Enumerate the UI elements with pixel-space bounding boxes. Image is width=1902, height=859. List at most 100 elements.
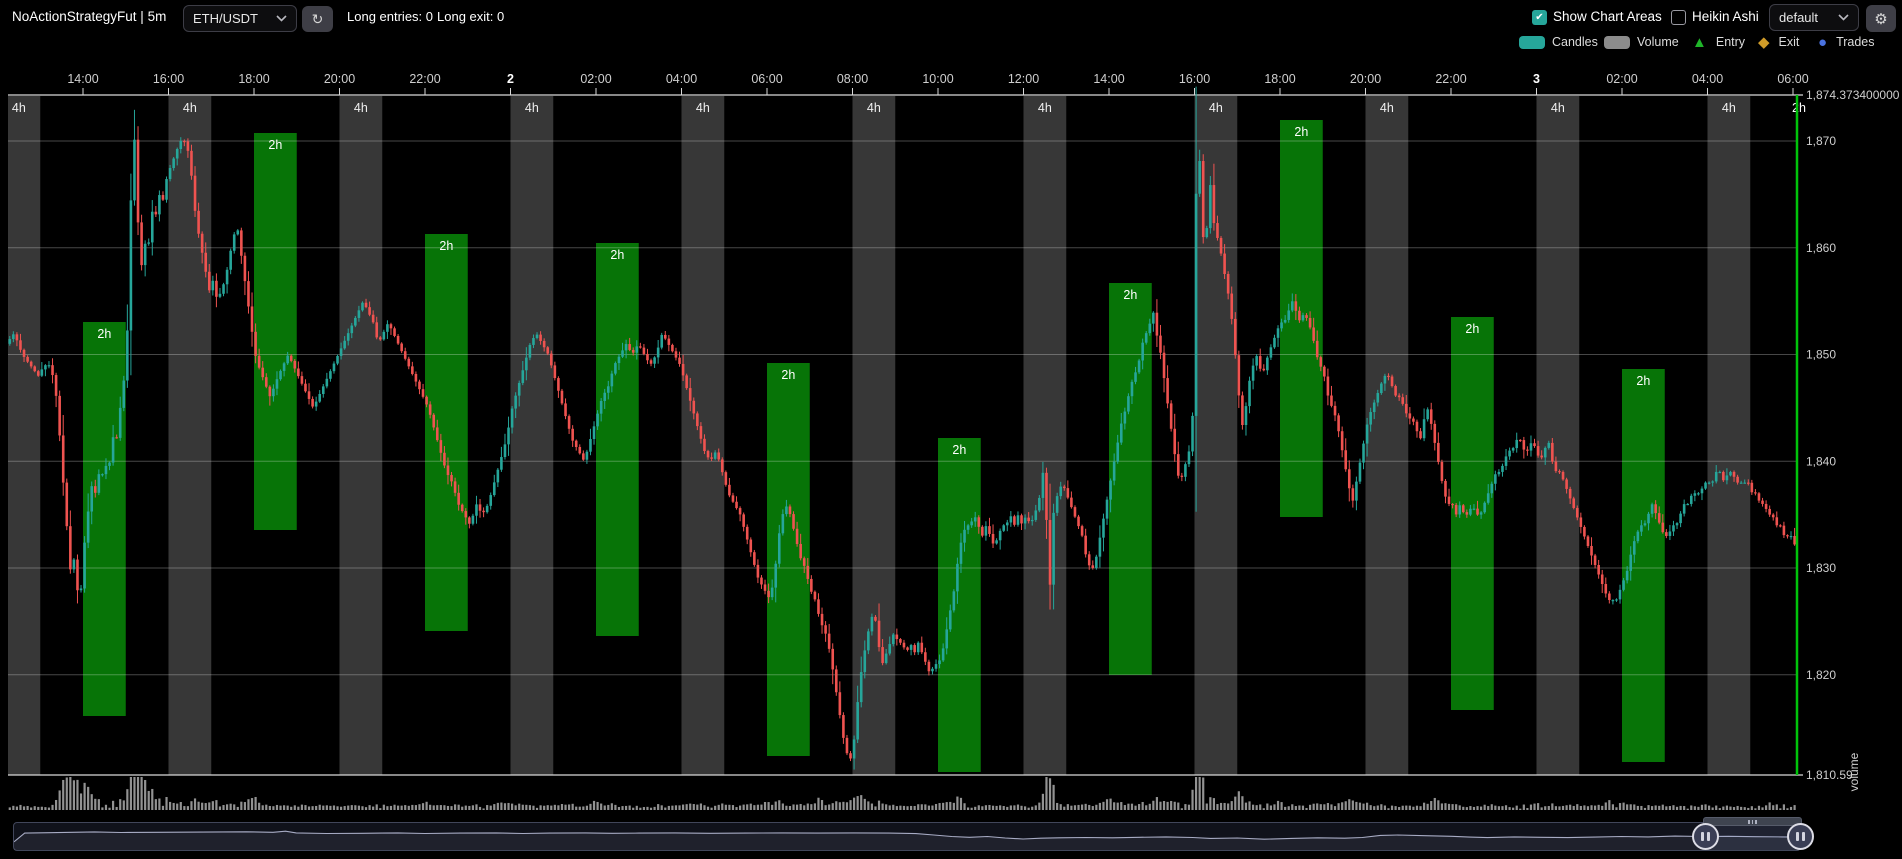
x-axis-tick-label: 20:00	[1350, 72, 1381, 86]
svg-text:4h: 4h	[1038, 101, 1052, 115]
svg-text:4h: 4h	[183, 101, 197, 115]
heikin-ashi-checkbox[interactable]	[1671, 10, 1686, 25]
y-axis-top-label: 1,874.373400000	[1806, 88, 1900, 102]
svg-text:4h: 4h	[696, 101, 710, 115]
show-chart-areas-checkbox[interactable]: ✔	[1532, 10, 1547, 25]
x-axis-tick-label: 08:00	[837, 72, 868, 86]
candles-swatch-icon	[1519, 35, 1545, 49]
range-slider-left-handle[interactable]	[1691, 823, 1719, 850]
plot-config-value: default	[1779, 10, 1819, 25]
candles-layer	[8, 86, 1796, 770]
edge-band-label: 2h	[1792, 101, 1806, 115]
x-axis-tick-label: 02:00	[1606, 72, 1637, 86]
x-axis-tick-label: 06:00	[751, 72, 782, 86]
y-axis-tick-label: 1,870	[1806, 134, 1836, 148]
svg-text:4h: 4h	[12, 101, 26, 115]
chevron-down-icon	[276, 15, 287, 22]
x-axis-tick-label: 04:00	[666, 72, 697, 86]
chart-canvas: 4h 4h 4h 4h 4h 4h 4h 4h 4h 4h 4h 2h 2h 2h 2h 2h 2h 2h 2h 2h…	[8, 72, 1900, 810]
gridlines	[8, 140, 1797, 676]
chart-legend: Candles Volume ▲ Entry ◆ Exit ● Trades	[0, 33, 1902, 51]
range-slider-sparkline	[14, 830, 1800, 850]
legend-label: Entry	[1715, 35, 1746, 49]
price-chart[interactable]: 4h 4h 4h 4h 4h 4h 4h 4h 4h 4h 4h 2h 2h 2h 2h 2h 2h 2h 2h 2h…	[0, 50, 1902, 815]
range-slider-selection[interactable]	[1705, 823, 1800, 850]
svg-text:4h: 4h	[525, 101, 539, 115]
pair-select[interactable]: ETH/USDT	[183, 5, 297, 32]
svg-text:2h: 2h	[952, 443, 966, 457]
legend-item-volume[interactable]: Volume	[1604, 33, 1679, 51]
x-axis-tick-label: 14:00	[1093, 72, 1124, 86]
svg-text:2h: 2h	[1636, 374, 1650, 388]
x-axis-tick-label: 2	[507, 72, 514, 86]
refresh-icon: ↻	[311, 10, 324, 27]
x-axis-tick-label: 22:00	[1435, 72, 1466, 86]
legend-label: Volume	[1637, 35, 1679, 49]
legend-label: Trades	[1836, 35, 1875, 49]
heikin-ashi-label[interactable]: Heikin Ashi	[1692, 9, 1759, 24]
settings-button[interactable]: ⚙	[1866, 5, 1896, 32]
svg-text:2h: 2h	[1294, 125, 1308, 139]
svg-text:2h: 2h	[1123, 288, 1137, 302]
range-slider-right-handle[interactable]	[1786, 823, 1814, 850]
toolbar: NoActionStrategyFut | 5m ETH/USDT ↻ Long…	[0, 0, 1902, 33]
svg-text:4h: 4h	[1722, 101, 1736, 115]
gear-icon: ⚙	[1874, 10, 1888, 28]
strategy-title: NoActionStrategyFut | 5m	[12, 9, 167, 24]
y-axis: 1,874.373400000 1,870 1,860 1,850 1,840 1,830…	[1806, 88, 1900, 791]
timeframe-bands-4h: 4h 4h 4h 4h 4h 4h 4h 4h 4h 4h 4h	[8, 96, 1751, 775]
volume-swatch-icon	[1604, 35, 1630, 49]
x-axis-tick-label: 3	[1533, 72, 1540, 86]
checkmark-icon: ✔	[1535, 11, 1544, 23]
circle-icon: ●	[1818, 33, 1828, 51]
volume-axis-title: volume	[1847, 752, 1861, 791]
legend-item-trades[interactable]: ● Trades	[1818, 33, 1875, 51]
svg-text:4h: 4h	[867, 101, 881, 115]
svg-text:2h: 2h	[610, 248, 624, 262]
range-slider-grip[interactable]	[1703, 817, 1802, 826]
x-axis-tick-label: 12:00	[1008, 72, 1039, 86]
y-axis-tick-label: 1,840	[1806, 454, 1836, 468]
y-axis-tick-label: 1,820	[1806, 668, 1836, 682]
legend-label: Candles	[1552, 35, 1598, 49]
svg-text:4h: 4h	[1380, 101, 1394, 115]
y-axis-bottom-label: 1,810.59	[1806, 768, 1853, 782]
triangle-icon: ▲	[1692, 33, 1707, 51]
show-chart-areas-label[interactable]: Show Chart Areas	[1553, 9, 1662, 24]
x-axis-tick-label: 02:00	[580, 72, 611, 86]
x-axis-tick-label: 22:00	[409, 72, 440, 86]
svg-text:2h: 2h	[781, 368, 795, 382]
x-axis-tick-label: 18:00	[1264, 72, 1295, 86]
range-slider[interactable]	[13, 817, 1814, 851]
x-axis-tick-label: 16:00	[153, 72, 184, 86]
svg-text:4h: 4h	[1209, 101, 1223, 115]
legend-item-entry[interactable]: ▲ Entry	[1692, 33, 1745, 51]
long-exit-stat: Long exit: 0	[437, 9, 505, 24]
x-axis-tick-label: 10:00	[922, 72, 953, 86]
x-axis-tick-label: 14:00	[67, 72, 98, 86]
x-axis-tick-label: 04:00	[1692, 72, 1723, 86]
svg-text:4h: 4h	[354, 101, 368, 115]
x-axis-tick-label: 06:00	[1777, 72, 1808, 86]
refresh-button[interactable]: ↻	[302, 6, 333, 32]
svg-text:4h: 4h	[1551, 101, 1565, 115]
svg-text:2h: 2h	[268, 138, 282, 152]
svg-text:2h: 2h	[97, 327, 111, 341]
pair-select-value: ETH/USDT	[193, 11, 258, 26]
x-axis: 14:00 16:00 18:00 20:00 22:00 2 02:00 04:00 06:0…	[67, 72, 1809, 95]
legend-item-exit[interactable]: ◆ Exit	[1758, 33, 1799, 51]
plot-config-select[interactable]: default	[1769, 4, 1859, 31]
chevron-down-icon	[1838, 14, 1849, 21]
volume-layer	[8, 777, 1796, 810]
svg-text:2h: 2h	[1465, 322, 1479, 336]
diamond-icon: ◆	[1758, 33, 1770, 51]
x-axis-tick-label: 16:00	[1179, 72, 1210, 86]
x-axis-tick-label: 18:00	[238, 72, 269, 86]
legend-label: Exit	[1778, 35, 1800, 49]
legend-item-candles[interactable]: Candles	[1519, 33, 1598, 51]
y-axis-tick-label: 1,860	[1806, 241, 1836, 255]
timeframe-bands-2h: 2h 2h 2h 2h 2h 2h 2h 2h 2h 2h 2h	[83, 101, 1806, 772]
y-axis-tick-label: 1,830	[1806, 561, 1836, 575]
x-axis-tick-label: 20:00	[324, 72, 355, 86]
